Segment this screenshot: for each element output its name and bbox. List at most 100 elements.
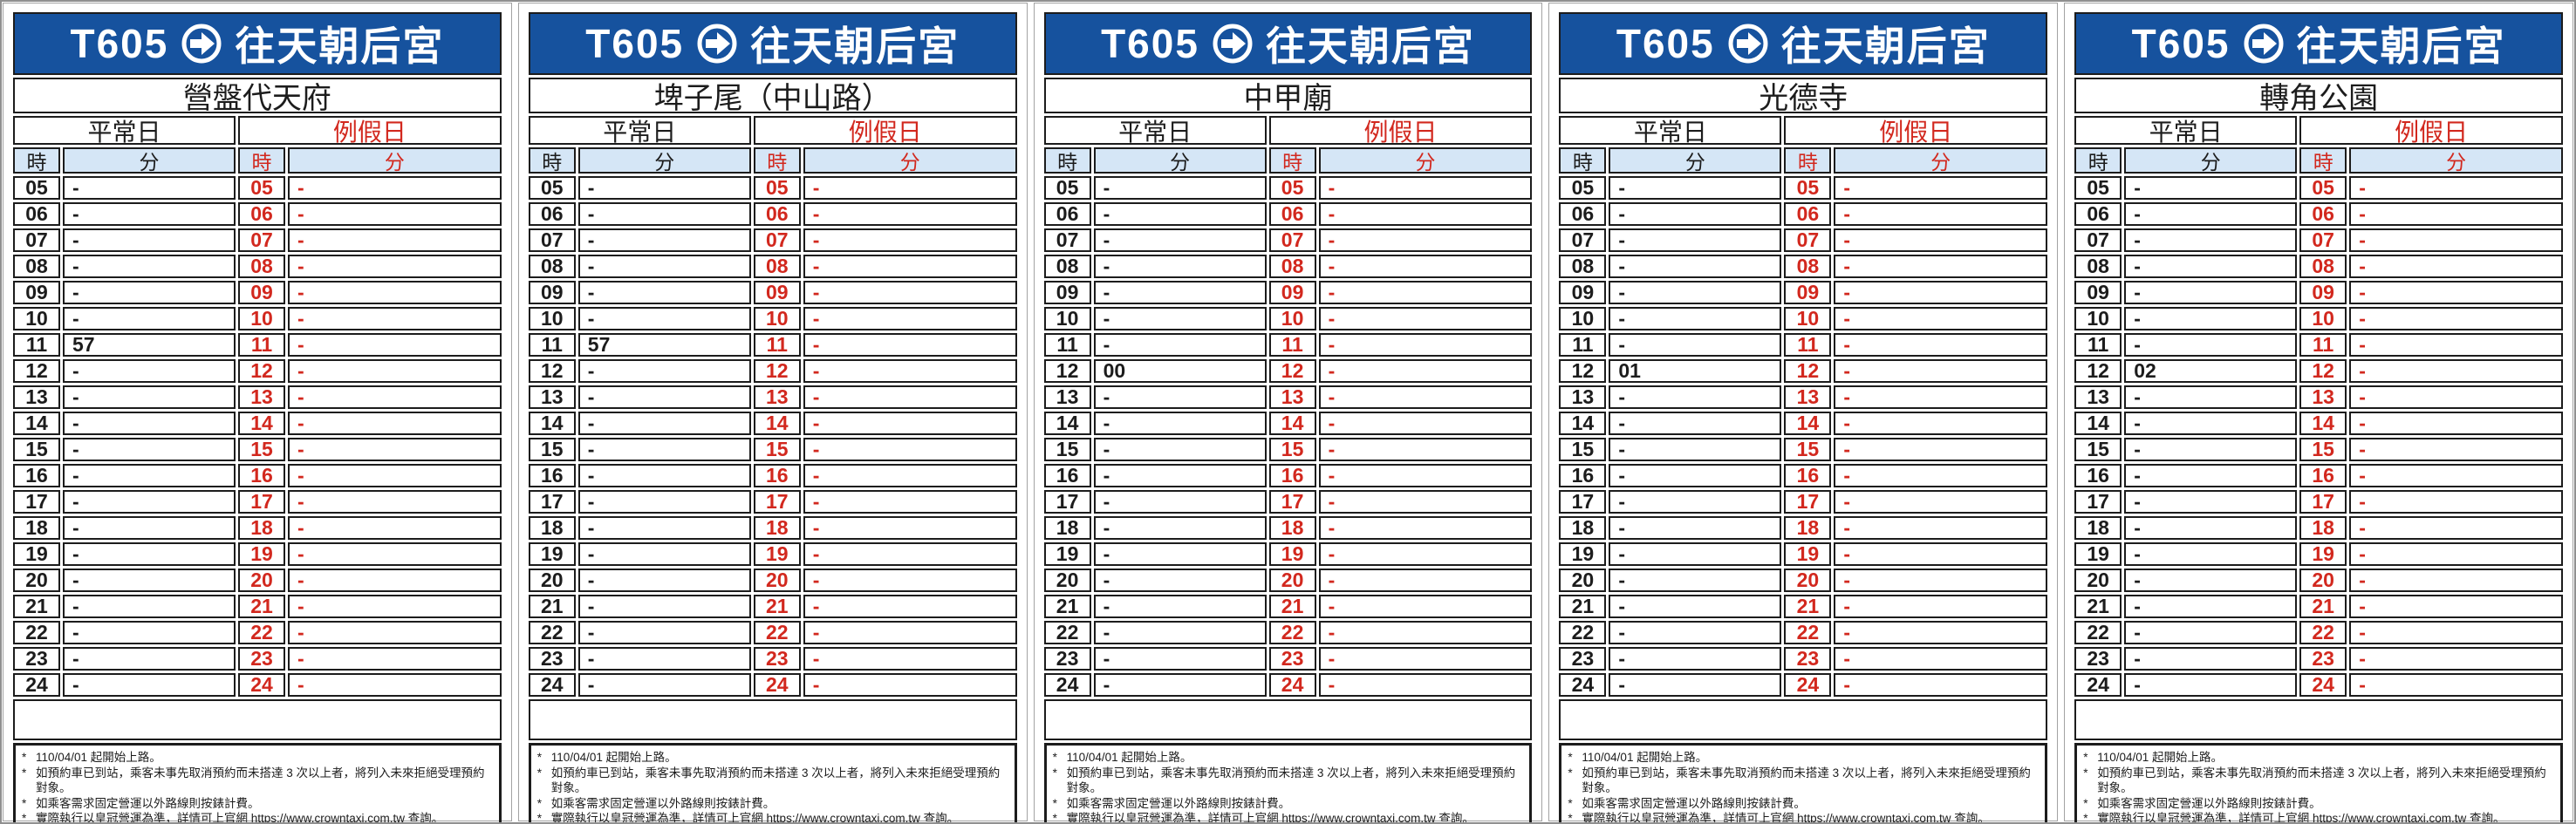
weekday-minute-cell: - (2124, 673, 2298, 697)
rows: 05-05-06-06-07-07-08-08-09-09-10-10-11-1… (2074, 176, 2563, 697)
weekday-hour-cell: 19 (1043, 542, 1091, 566)
footnote-text: 如乘客需求固定營運以外路線則按錶計費。 (1066, 796, 1291, 810)
holiday-hour-cell: 22 (2299, 621, 2347, 644)
timetable-row: 17-17- (528, 490, 1017, 514)
holiday-minute-cell: - (1834, 438, 2048, 461)
timetable-row: 18-18- (2074, 516, 2563, 540)
holiday-minute-cell: - (803, 385, 1017, 409)
holiday-minute-cell: - (2349, 647, 2563, 671)
weekday-hour-cell: 17 (528, 490, 576, 514)
holiday-hour-cell: 10 (753, 307, 801, 330)
holiday-minute-cell: - (803, 595, 1017, 618)
holiday-hour-cell: 20 (1268, 569, 1316, 592)
holiday-hour-cell: 18 (238, 516, 285, 540)
holiday-hour-cell: 16 (753, 464, 801, 487)
weekday-hour-cell: 05 (1043, 176, 1091, 200)
weekday-hour-cell: 08 (1559, 255, 1607, 278)
weekday-hour-cell: 21 (2074, 595, 2122, 618)
timetable-row: 08-08- (528, 255, 1017, 278)
timetable-row: 19-19- (2074, 542, 2563, 566)
holiday-hour-cell: 18 (1784, 516, 1832, 540)
route-destination: 往天朝后宮 (1780, 24, 1991, 69)
footnote-text: 110/04/01 起開始上路。 (36, 751, 161, 764)
holiday-minute-cell: - (1834, 490, 2048, 514)
timetable-row: 13-13- (2074, 385, 2563, 409)
holiday-minute-cell: - (288, 595, 502, 618)
weekday-minute-cell: - (577, 255, 751, 278)
holiday-hour-column-header: 時 (1268, 147, 1316, 174)
holiday-hour-cell: 17 (1268, 490, 1316, 514)
weekday-minute-cell: - (1609, 385, 1782, 409)
weekday-hour-cell: 15 (2074, 438, 2122, 461)
timetable-row: 19-19- (13, 542, 502, 566)
weekday-hour-cell: 20 (1043, 569, 1091, 592)
weekday-hour-cell: 19 (2074, 542, 2122, 566)
footnote-text: 實際執行以皇冠營運為準，詳情可上官網 https://www.crowntaxi… (36, 812, 444, 824)
holiday-hour-cell: 18 (1268, 516, 1316, 540)
holiday-hour-cell: 22 (753, 621, 801, 644)
rows: 05-05-06-06-07-07-08-08-09-09-10-10-11-1… (1559, 176, 2048, 697)
weekday-minute-cell: - (63, 673, 236, 697)
weekday-hour-cell: 23 (1043, 647, 1091, 671)
empty-spacer-box (528, 699, 1017, 740)
weekday-minute-cell: - (2124, 621, 2298, 644)
timetable-row: 07-07- (2074, 228, 2563, 252)
weekday-minute-column-header: 分 (577, 147, 751, 174)
footnote-marker: * (22, 812, 27, 824)
weekday-hour-cell: 17 (1043, 490, 1091, 514)
footnote-marker: * (536, 751, 543, 764)
timetable-row: 17-17- (13, 490, 502, 514)
timetable-row: 24-24- (1043, 673, 1533, 697)
weekday-hour-cell: 23 (2074, 647, 2122, 671)
timetable-row: 12-12- (528, 359, 1017, 383)
holiday-minute-cell: - (1834, 333, 2048, 357)
holiday-minute-cell: - (1318, 255, 1533, 278)
weekday-minute-cell: - (63, 438, 236, 461)
weekday-hour-cell: 12 (2074, 359, 2122, 383)
footnote-marker: * (1052, 812, 1057, 824)
weekday-minute-cell: - (577, 228, 751, 252)
holiday-hour-cell: 13 (753, 385, 801, 409)
weekday-minute-column-header: 分 (63, 147, 236, 174)
weekday-minute-cell: - (1093, 281, 1267, 304)
footnote: * 110/04/01 起開始上路。 (22, 750, 493, 766)
weekday-minute-cell: - (1609, 202, 1782, 226)
weekday-hour-cell: 14 (528, 412, 576, 435)
weekday-hour-cell: 08 (1043, 255, 1091, 278)
footnote: * 110/04/01 起開始上路。 (2083, 750, 2554, 766)
footnote: * 如預約車已到站，乘客未事先取消預約而未搭達 3 次以上者，將列入未來拒絕受理預… (1053, 766, 1524, 796)
holiday-hour-cell: 09 (753, 281, 801, 304)
weekday-hour-cell: 18 (1559, 516, 1607, 540)
timetable-row: 15-15- (2074, 438, 2563, 461)
timetable-row: 05-05- (1043, 176, 1533, 200)
timetable-row: 18-18- (528, 516, 1017, 540)
holiday-minute-cell: - (288, 569, 502, 592)
holiday-hour-cell: 08 (1784, 255, 1832, 278)
weekday-minute-cell: - (63, 176, 236, 200)
holiday-hour-cell: 18 (753, 516, 801, 540)
footnote-text: 如預約車已到站，乘客未事先取消預約而未搭達 3 次以上者，將列入未來拒絕受理預約… (1066, 766, 1516, 795)
timetable-row: 06-06- (2074, 202, 2563, 226)
holiday-minute-cell: - (1834, 281, 2048, 304)
weekday-minute-cell: - (577, 359, 751, 383)
weekday-minute-cell: - (1609, 307, 1782, 330)
holiday-minute-cell: - (288, 438, 502, 461)
weekday-hour-cell: 19 (528, 542, 576, 566)
footnote-text: 如預約車已到站，乘客未事先取消預約而未搭達 3 次以上者，將列入未來拒絕受理預約… (1582, 766, 2031, 795)
weekday-minute-cell: - (63, 516, 236, 540)
arrow-right-circle-icon (2243, 23, 2285, 65)
weekday-minute-cell: - (63, 385, 236, 409)
holiday-hour-cell: 21 (1268, 595, 1316, 618)
weekday-minute-cell: - (1609, 490, 1782, 514)
weekday-hour-cell: 23 (1559, 647, 1607, 671)
holiday-minute-cell: - (2349, 359, 2563, 383)
notes-box: * 110/04/01 起開始上路。 * 如預約車已到站，乘客未事先取消預約而未搭達 … (2074, 743, 2563, 822)
weekday-hour-cell: 09 (528, 281, 576, 304)
weekday-hour-cell: 11 (528, 333, 576, 357)
holiday-minute-cell: - (1318, 569, 1533, 592)
holiday-minute-column-header: 分 (803, 147, 1017, 174)
weekday-hour-cell: 17 (1559, 490, 1607, 514)
holiday-hour-cell: 06 (238, 202, 285, 226)
footnote: * 如乘客需求固定營運以外路線則按錶計費。 (2083, 796, 2554, 812)
route-number: T605 (70, 21, 169, 66)
